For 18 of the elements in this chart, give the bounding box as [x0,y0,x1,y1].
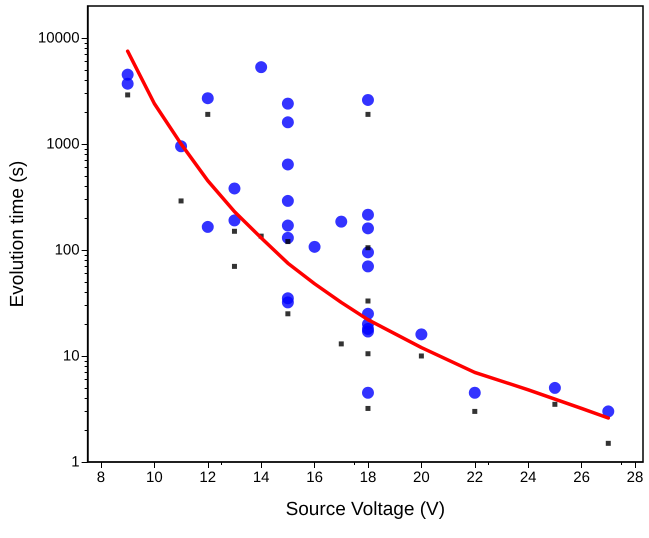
x-tick-label: 28 [626,469,644,486]
x-tick-label: 12 [199,469,216,486]
x-tick-label: 24 [520,469,537,486]
x-tick-label: 10 [146,469,163,486]
x-tick-label: 14 [252,469,270,486]
x-tick-label: 16 [306,469,323,486]
y-tick-label: 10 [62,347,80,364]
x-tick-label: 8 [96,469,106,486]
y-axis-title: Evolution time (s) [7,160,28,308]
y-tick-label: 100 [54,241,80,258]
y-tick-label: 1000 [46,135,80,152]
x-tick-label: 20 [413,469,430,486]
x-tick-label: 22 [466,469,484,486]
x-tick-label: 18 [360,469,376,486]
y-tick-label: 10000 [38,29,80,46]
y-tick-label: 1 [71,454,80,470]
x-tick-label: 26 [573,469,590,486]
x-axis-title: Source Voltage (V) [286,499,446,520]
